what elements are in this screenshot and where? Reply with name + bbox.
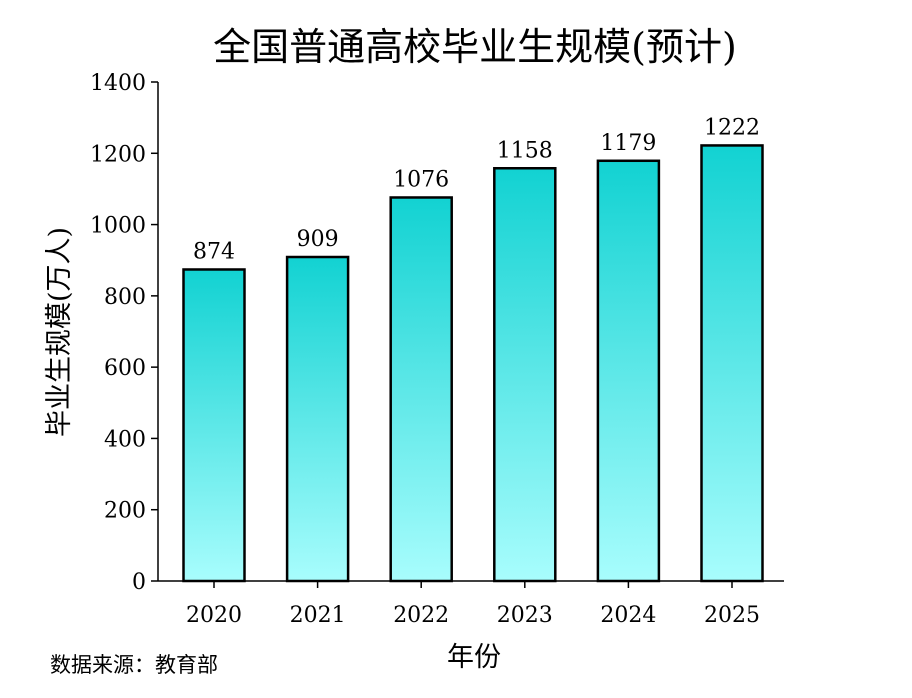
y-tick-label: 1400	[90, 71, 146, 96]
y-tick-label: 400	[104, 427, 146, 452]
chart-title: 全国普通高校毕业生规模(预计)	[213, 25, 737, 69]
source-note: 数据来源：教育部	[50, 653, 218, 677]
data-label-2025: 1222	[704, 115, 760, 140]
x-tick-label: 2025	[704, 603, 760, 628]
x-tick-label: 2020	[186, 603, 242, 628]
x-axis-label: 年份	[447, 642, 501, 673]
y-tick-label: 0	[132, 570, 146, 595]
bar-2021	[285, 255, 350, 583]
x-axis: 2020 2021 2022 2023 2024 2025	[158, 580, 784, 628]
y-tick-label: 200	[104, 499, 146, 524]
bar-2020	[182, 268, 246, 583]
y-axis-label: 毕业生规模(万人)	[44, 227, 75, 437]
y-tick-label: 600	[104, 356, 146, 381]
x-tick-label: 2024	[600, 603, 656, 628]
y-tick-label: 1200	[90, 142, 146, 167]
x-tick-label: 2022	[393, 603, 449, 628]
data-label-2020: 874	[193, 239, 235, 264]
bars	[182, 144, 764, 583]
x-tick-label: 2021	[290, 603, 346, 628]
data-label-2023: 1158	[497, 138, 553, 163]
data-label-2022: 1076	[393, 167, 449, 192]
y-tick-label: 800	[104, 285, 146, 310]
data-labels: 874 909 1076 1158 1179 1222	[193, 115, 760, 264]
data-label-2021: 909	[297, 227, 339, 252]
bar-2023	[493, 167, 557, 583]
bar-2024	[596, 159, 661, 583]
x-tick-label: 2023	[497, 603, 553, 628]
y-axis: 0 200 400 600 800 1000 1200 1400	[90, 71, 159, 595]
bar-2025	[700, 144, 764, 583]
bar-2022	[389, 196, 453, 583]
y-tick-label: 1000	[90, 214, 146, 239]
data-label-2024: 1179	[600, 131, 656, 156]
